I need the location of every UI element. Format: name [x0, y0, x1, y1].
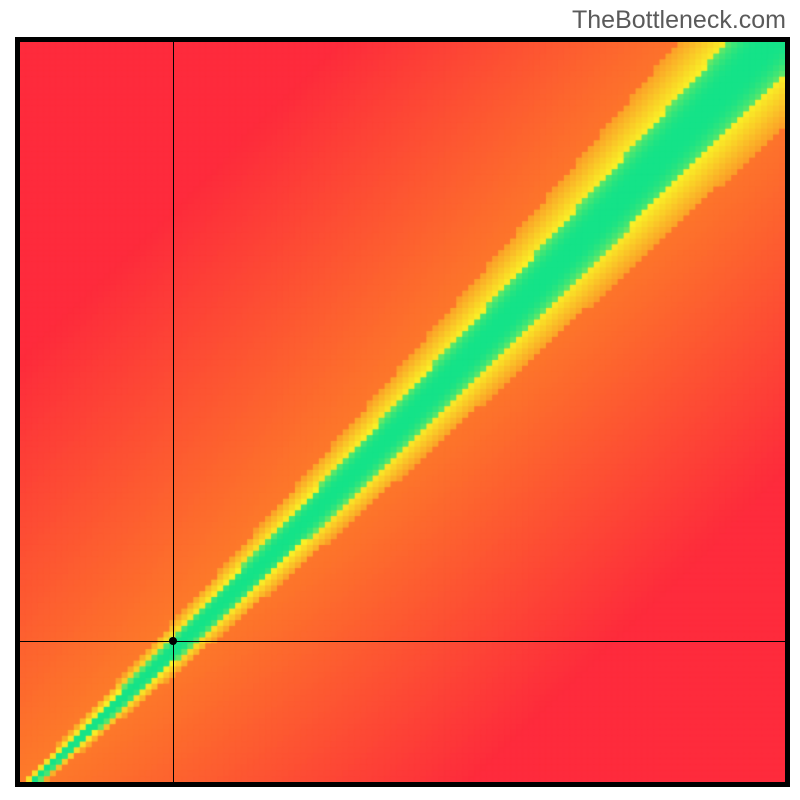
chart-frame	[15, 37, 790, 787]
crosshair-horizontal	[20, 641, 785, 642]
crosshair-vertical	[173, 42, 174, 782]
watermark-text: TheBottleneck.com	[572, 6, 786, 35]
heatmap-container	[20, 42, 785, 782]
crosshair-marker	[169, 637, 177, 645]
heatmap-canvas	[20, 42, 785, 782]
